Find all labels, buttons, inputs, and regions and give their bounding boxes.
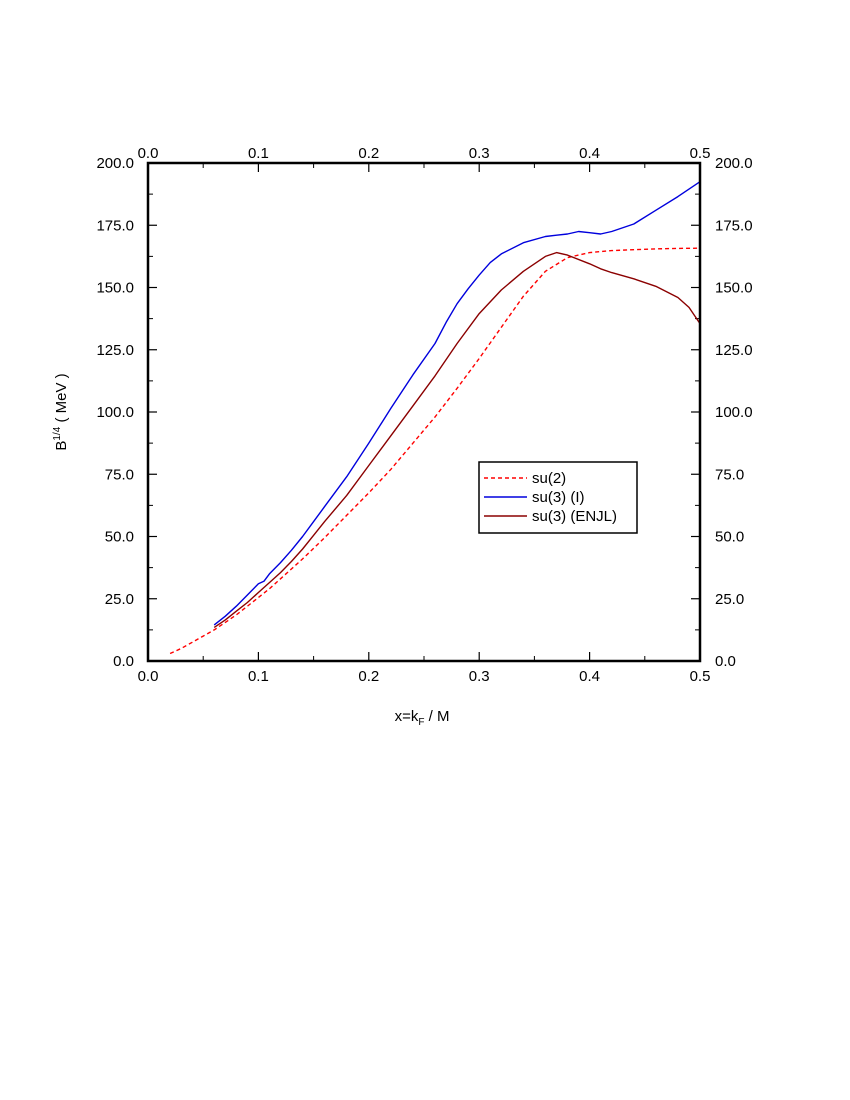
y-tick-label-right: 25.0 bbox=[715, 591, 744, 608]
y-tick-label-right: 100.0 bbox=[715, 404, 753, 421]
y-tick-label-right: 0.0 bbox=[715, 653, 736, 670]
x-tick-label-top: 0.4 bbox=[579, 145, 600, 162]
y-axis-title-sup: 1/4 bbox=[52, 426, 63, 440]
y-tick-label: 200.0 bbox=[96, 155, 134, 172]
x-tick-label: 0.4 bbox=[579, 668, 600, 685]
y-tick-label: 100.0 bbox=[96, 404, 134, 421]
y-tick-label: 175.0 bbox=[96, 217, 134, 234]
x-tick-label-top: 0.1 bbox=[248, 145, 269, 162]
x-axis-title: x=kF / M bbox=[395, 708, 450, 728]
y-tick-label-right: 75.0 bbox=[715, 466, 744, 483]
y-tick-label: 125.0 bbox=[96, 342, 134, 359]
x-tick-label-top: 0.0 bbox=[138, 145, 159, 162]
legend-label-3: su(3) (ENJL) bbox=[532, 508, 617, 525]
y-tick-label: 0.0 bbox=[113, 653, 134, 670]
x-axis-title-sub: F bbox=[418, 717, 424, 728]
x-tick-label-top: 0.3 bbox=[469, 145, 490, 162]
series-layer bbox=[169, 181, 701, 655]
x-tick-label: 0.3 bbox=[469, 668, 490, 685]
x-tick-label-top: 0.2 bbox=[358, 145, 379, 162]
y-tick-label-right: 175.0 bbox=[715, 217, 753, 234]
legend-label-2: su(3) (I) bbox=[532, 489, 585, 506]
y-tick-label-right: 50.0 bbox=[715, 529, 744, 546]
y-tick-label: 50.0 bbox=[105, 529, 134, 546]
ticks bbox=[147, 162, 701, 662]
tick-labels: 0.00.00.10.10.20.20.30.30.40.40.50.50.0 0… bbox=[96, 145, 752, 685]
x-tick-label: 0.1 bbox=[248, 668, 269, 685]
x-tick-label: 0.2 bbox=[358, 668, 379, 685]
y-axis-title-suffix: ( MeV ) bbox=[53, 373, 70, 426]
plot-frame bbox=[146, 161, 702, 663]
x-tick-label: 0.5 bbox=[690, 668, 711, 685]
x-tick-label: 0.0 bbox=[138, 668, 159, 685]
y-axis-title-main: B bbox=[53, 441, 70, 451]
y-tick-label-right: 150.0 bbox=[715, 280, 753, 297]
series-line-3 bbox=[213, 251, 701, 628]
x-axis-title-main: x=k bbox=[395, 708, 419, 725]
y-tick-label: 75.0 bbox=[105, 466, 134, 483]
series-line-2 bbox=[213, 181, 701, 626]
x-axis-title-suffix: / M bbox=[424, 708, 449, 725]
series-line-1 bbox=[169, 247, 701, 655]
y-axis-title: B1/4 ( MeV ) bbox=[52, 373, 70, 450]
y-tick-label: 25.0 bbox=[105, 591, 134, 608]
legend: su(2) su(3) (I) su(3) (ENJL) bbox=[478, 461, 638, 534]
x-tick-label-top: 0.5 bbox=[690, 145, 711, 162]
y-tick-label-right: 125.0 bbox=[715, 342, 753, 359]
legend-label-1: su(2) bbox=[532, 470, 566, 487]
y-tick-label: 150.0 bbox=[96, 280, 134, 297]
y-tick-label-right: 200.0 bbox=[715, 155, 753, 172]
